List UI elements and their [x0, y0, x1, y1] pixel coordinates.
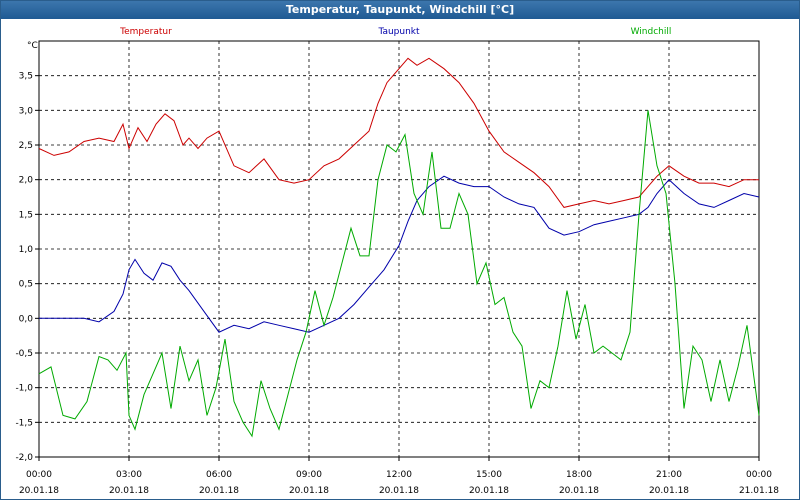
legend: Temperatur Taupunkt Windchill	[119, 27, 671, 37]
series-line-windchill	[38, 110, 760, 438]
x-tick-date: 20.01.18	[379, 486, 419, 496]
legend-windchill: Windchill	[631, 27, 672, 37]
x-tick-date: 20.01.18	[289, 486, 329, 496]
x-tick-time: 09:00	[296, 470, 322, 480]
x-tick-date: 20.01.18	[199, 486, 239, 496]
series-lines	[38, 57, 760, 438]
y-axis-label: °C	[27, 41, 38, 51]
x-tick-date: 20.01.18	[559, 486, 599, 496]
y-tick-label: 0,5	[19, 280, 33, 290]
x-tick-time: 00:00	[746, 470, 772, 480]
x-tick-date: 20.01.18	[109, 486, 149, 496]
y-tick-label: 1,5	[19, 210, 33, 220]
y-tick-label: -1,0	[15, 384, 33, 394]
x-tick-time: 00:00	[26, 470, 52, 480]
y-tick-label: -0,5	[15, 349, 33, 359]
window-title: Temperatur, Taupunkt, Windchill [°C]	[1, 1, 799, 19]
y-tick-label: 1,0	[19, 245, 34, 255]
y-tick-label: 2,0	[19, 176, 34, 186]
y-tick-label: -2,0	[15, 453, 33, 463]
x-tick-date: 20.01.18	[469, 486, 509, 496]
x-tick-date: 20.01.18	[649, 486, 689, 496]
legend-temperatur: Temperatur	[119, 27, 172, 37]
legend-taupunkt: Taupunkt	[377, 27, 420, 37]
x-tick-time: 03:00	[116, 470, 142, 480]
x-tick-date: 21.01.18	[739, 486, 779, 496]
axes: -2,0 -1,5 -1,0 -0,5 0,0 0,5 1,0 1,5 2,0 2,5 3,0 3,5…	[15, 40, 779, 496]
x-tick-time: 15:00	[476, 470, 502, 480]
x-tick-time: 06:00	[206, 470, 232, 480]
x-tick-date: 20.01.18	[19, 486, 59, 496]
y-tick-label: 3,5	[19, 72, 33, 82]
y-tick-label: 2,5	[19, 141, 33, 151]
grid	[39, 41, 759, 458]
series-line-temperatur	[38, 57, 759, 208]
x-tick-time: 21:00	[656, 470, 682, 480]
y-tick-label: 0,0	[19, 314, 34, 324]
x-tick-time: 12:00	[386, 470, 412, 480]
y-tick-label: -1,5	[15, 418, 33, 428]
y-tick-label: 3,0	[19, 106, 34, 116]
x-tick-time: 18:00	[566, 470, 592, 480]
